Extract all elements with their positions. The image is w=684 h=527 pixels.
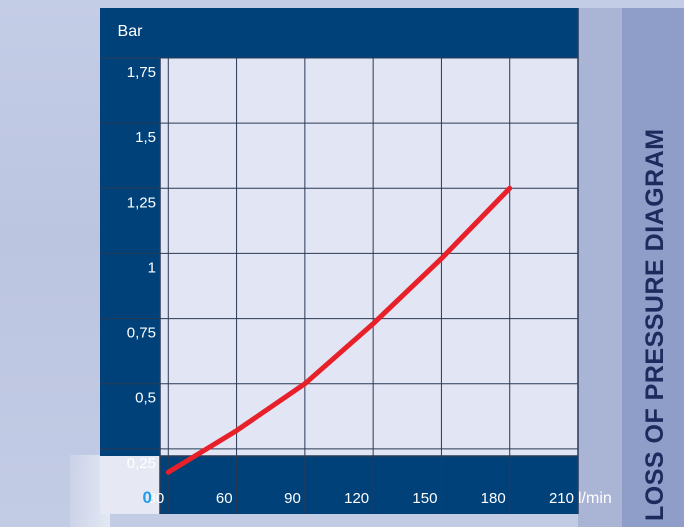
series-line-0 bbox=[165, 185, 513, 475]
x-tick-label-1: 60 bbox=[216, 490, 233, 507]
y-tick-label-6: 1,75 bbox=[127, 64, 156, 81]
origin-box bbox=[100, 456, 160, 514]
top-band bbox=[100, 8, 578, 58]
x-axis-unit-label: l/min bbox=[578, 490, 612, 507]
y-axis-label: Bar bbox=[118, 23, 144, 40]
series-layer bbox=[165, 185, 513, 475]
x-tick-label-2: 90 bbox=[284, 490, 301, 507]
y-tick-label-4: 1,25 bbox=[127, 194, 156, 211]
chart-title: LOSS OF PRESSURE DIAGRAM bbox=[641, 128, 669, 521]
y-tick-label-3: 1 bbox=[148, 259, 156, 276]
x-tick-label-6: 210 bbox=[549, 490, 574, 507]
x-tick-label-4: 150 bbox=[412, 490, 437, 507]
y-tick-label-1: 0,5 bbox=[135, 390, 156, 407]
tick-labels: 30 60 90 120 150 180 210 0,25 0,5 0,75 1 1,25 1,5 1,7… bbox=[127, 64, 574, 507]
x-tick-label-0: 30 bbox=[148, 490, 165, 507]
y-tick-label-5: 1,5 bbox=[135, 129, 156, 146]
grid-lines bbox=[100, 8, 579, 514]
background-strip bbox=[578, 8, 622, 527]
y-axis-band bbox=[100, 58, 160, 514]
y-tick-label-2: 0,75 bbox=[127, 325, 156, 342]
title-panel bbox=[622, 8, 684, 527]
origin-label: 0 bbox=[143, 488, 152, 507]
x-tick-label-3: 120 bbox=[344, 490, 369, 507]
plot-area bbox=[160, 58, 578, 456]
y-tick-label-0: 0,25 bbox=[127, 455, 156, 472]
x-tick-label-5: 180 bbox=[481, 490, 506, 507]
x-axis-band bbox=[160, 456, 578, 514]
